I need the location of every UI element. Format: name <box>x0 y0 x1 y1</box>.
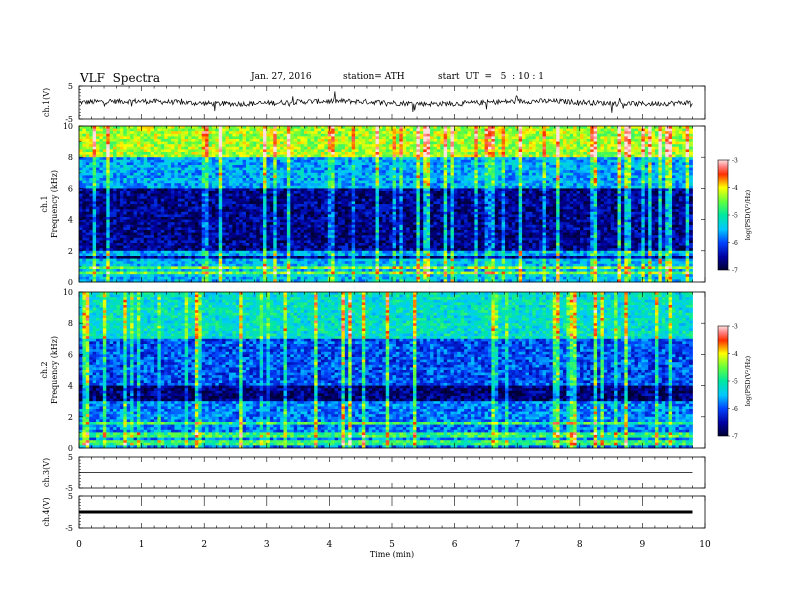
x-tick-label-3: 3 <box>264 540 270 550</box>
x-tick-label-7: 7 <box>514 540 520 550</box>
colorbar-tick-label-ch1-spectrogram-3: -6 <box>732 240 738 247</box>
series-ch1-waveform <box>79 91 693 112</box>
colorbar-tick-label-ch2-spectrogram-3: -6 <box>732 406 738 413</box>
x-tick-label-1: 1 <box>139 540 145 550</box>
y-tick-label-2-4: 8 <box>68 319 73 328</box>
ylabel-frequency-ch2-spectrogram: Frequency (kHz) <box>50 336 59 404</box>
x-tick-label-4: 4 <box>327 540 333 550</box>
ylabel-channel-ch2-spectrogram: ch.2 <box>40 361 49 378</box>
x-tick-label-8: 8 <box>577 540 583 550</box>
y-tick-label-1-1: 2 <box>68 247 73 256</box>
colorbar-tick-label-ch1-spectrogram-1: -4 <box>732 185 738 192</box>
x-tick-label-10: 10 <box>699 540 711 550</box>
colorbar-ch2-spectrogram <box>718 326 728 436</box>
colorbar-tick-label-ch1-spectrogram-0: -3 <box>732 158 738 165</box>
heatmap-ch1-spectrogram <box>79 126 693 282</box>
colorbar-tick-label-ch2-spectrogram-0: -3 <box>732 324 738 331</box>
waveform-line-ch1-waveform <box>79 91 693 112</box>
x-tick-label-6: 6 <box>452 540 458 550</box>
y-tick-label-1-0: 0 <box>68 278 73 287</box>
y-tick-label-0-0: 5 <box>68 82 73 91</box>
heatmap-ch2-spectrogram <box>79 292 693 448</box>
ylabel-ch1-waveform: ch.1(V) <box>42 88 51 117</box>
colorbar-label-ch1-spectrogram: log(PSD(V²/Hz) <box>744 189 752 240</box>
x-tick-label-9: 9 <box>640 540 646 550</box>
ylabel-ch3-waveform: ch.3(V) <box>42 458 51 487</box>
x-axis-label: Time (min) <box>370 550 414 559</box>
y-tick-label-1-2: 4 <box>68 216 73 225</box>
colorbar-tick-label-ch1-spectrogram-2: -5 <box>732 213 738 220</box>
y-tick-label-2-2: 4 <box>68 382 73 391</box>
y-tick-label-4-0: 5 <box>68 492 73 501</box>
series-ch4-waveform <box>79 501 692 512</box>
y-tick-label-2-5: 10 <box>63 288 73 297</box>
x-tick-label-2: 2 <box>201 540 207 550</box>
y-tick-label-1-3: 6 <box>68 184 73 193</box>
y-tick-label-2-1: 2 <box>68 413 73 422</box>
x-tick-label-5: 5 <box>389 540 395 550</box>
ylabel-frequency-ch1-spectrogram: Frequency (kHz) <box>50 170 59 238</box>
vlf-spectra-figure: 5-5ch.1(V)0246810ch.1 Frequency (kHz)-3-4… <box>0 0 792 612</box>
colorbar-tick-label-ch2-spectrogram-2: -5 <box>732 379 738 386</box>
y-tick-label-1-5: 10 <box>63 122 73 131</box>
y-tick-label-3-0: 5 <box>68 453 73 462</box>
ylabel-channel-ch1-spectrogram: ch.1 <box>40 195 49 212</box>
y-tick-label-1-4: 8 <box>68 153 73 162</box>
x-tick-label-0: 0 <box>76 540 82 550</box>
colorbar-tick-label-ch2-spectrogram-1: -4 <box>732 351 738 358</box>
colorbar-tick-label-ch1-spectrogram-4: -7 <box>732 268 738 275</box>
y-tick-label-4-1: -5 <box>65 524 73 533</box>
y-tick-label-2-0: 0 <box>68 444 73 453</box>
colorbar-tick-label-ch2-spectrogram-4: -7 <box>732 434 738 441</box>
colorbar-label-ch2-spectrogram: log(PSD(V²/Hz) <box>744 355 752 406</box>
ylabel-ch4-waveform: ch.4(V) <box>42 497 51 526</box>
y-tick-label-2-3: 6 <box>68 350 73 359</box>
colorbar-ch1-spectrogram <box>718 160 728 270</box>
